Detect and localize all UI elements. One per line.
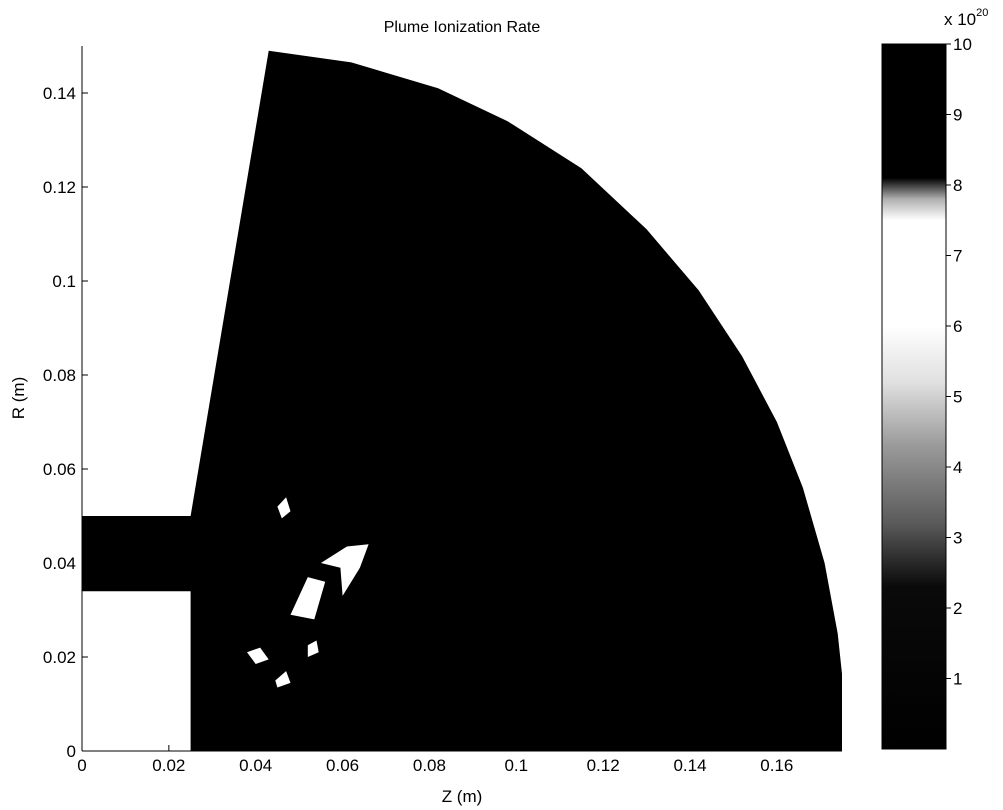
y-tick-label: 0.14	[43, 84, 76, 103]
x-tick-label: 0.14	[673, 756, 706, 775]
x-tick-label: 0.04	[239, 756, 272, 775]
y-tick-label: 0.02	[43, 648, 76, 667]
x-tick-label: 0.1	[504, 756, 528, 775]
high-rate-region-4	[247, 647, 269, 664]
colorbar-tick-label: 10	[953, 35, 972, 54]
y-axis-label: R (m)	[9, 377, 28, 419]
high-rate-region-2	[290, 577, 326, 620]
colorbar: 1 2 3 4 5 6 7 8 9 10 x 1020	[881, 7, 988, 750]
x-tick-label: 0	[77, 756, 86, 775]
colorbar-multiplier-base: x 10	[944, 10, 976, 29]
y-tick-label: 0.12	[43, 178, 76, 197]
colorbar-multiplier: x 1020	[944, 7, 988, 29]
colorbar-tick-label: 9	[953, 106, 962, 125]
x-tick-label: 0.06	[326, 756, 359, 775]
colorbar-tick-label: 5	[953, 388, 962, 407]
x-tick-label: 0.02	[152, 756, 185, 775]
colorbar-tick-label: 3	[953, 529, 962, 548]
colorbar-tick-label: 6	[953, 317, 962, 336]
plume-domain-field	[82, 50, 842, 751]
high-rate-regions	[247, 497, 369, 688]
y-tick-label: 0.08	[43, 366, 76, 385]
high-rate-region-6	[307, 640, 319, 657]
colorbar-tick-label: 2	[953, 599, 962, 618]
x-axis-ticks: 0 0.02 0.04 0.06 0.08 0.1 0.12 0.14 0.16	[77, 745, 793, 775]
y-axis-ticks: 0 0.02 0.04 0.06 0.08 0.1 0.12 0.14	[43, 84, 88, 761]
colorbar-tick-label: 1	[953, 670, 962, 689]
colorbar-tick-label: 4	[953, 458, 962, 477]
colorbar-tick-label: 7	[953, 247, 962, 266]
high-rate-region-3	[277, 497, 291, 519]
x-tick-label: 0.08	[413, 756, 446, 775]
x-axis-label: Z (m)	[442, 787, 483, 806]
colorbar-multiplier-exponent: 20	[976, 7, 988, 19]
colorbar-gradient	[881, 43, 947, 750]
chart-title: Plume Ionization Rate	[384, 19, 541, 36]
colorbar-ticks: 1 2 3 4 5 6 7 8 9 10	[946, 35, 972, 689]
colorbar-tick-label: 8	[953, 176, 962, 195]
y-tick-label: 0.04	[43, 554, 76, 573]
x-tick-label: 0.12	[587, 756, 620, 775]
high-rate-region-5	[275, 671, 291, 688]
x-tick-label: 0.16	[760, 756, 793, 775]
high-rate-region-1	[320, 544, 369, 596]
plot-area	[82, 50, 842, 751]
y-tick-label: 0	[67, 742, 76, 761]
y-tick-label: 0.1	[52, 272, 76, 291]
y-tick-label: 0.06	[43, 460, 76, 479]
